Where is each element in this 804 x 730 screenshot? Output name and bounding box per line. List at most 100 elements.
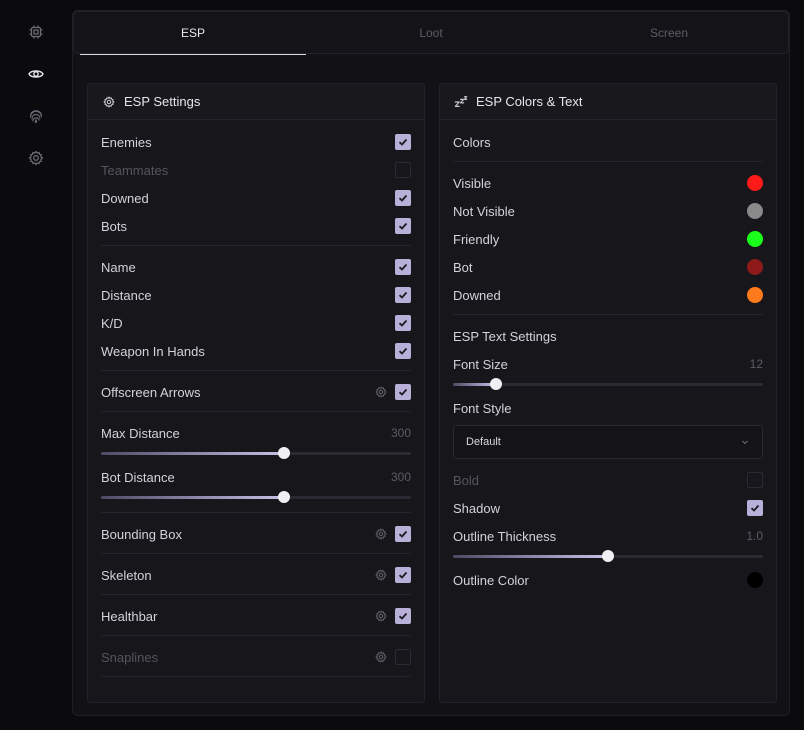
healthbar-checkbox[interactable] (395, 608, 411, 624)
healthbar-label: Healthbar (101, 608, 158, 624)
fingerprint-icon[interactable] (27, 107, 45, 125)
sidebar (0, 0, 72, 730)
panel-title: ESP Settings (124, 94, 201, 109)
bounding-box-label: Bounding Box (101, 526, 182, 542)
shadow-checkbox[interactable] (747, 500, 763, 516)
slider-thumb[interactable] (277, 447, 290, 459)
font-style-select[interactable]: Default (453, 425, 763, 459)
bot-color-row: Bot (453, 257, 763, 277)
tab-screen[interactable]: Screen (649, 26, 689, 40)
panel-title: ESP Colors & Text (476, 94, 583, 109)
downed-checkbox[interactable] (395, 190, 411, 206)
name-row: Name (101, 257, 411, 277)
divider (101, 370, 411, 371)
divider (101, 245, 411, 246)
name-checkbox[interactable] (395, 259, 411, 275)
font-size-row: Font Size 12 (453, 354, 763, 374)
esp-colors-panel: ESP Colors & Text Colors Visible Not Vis… (439, 83, 777, 703)
bounding-box-checkbox[interactable] (395, 526, 411, 542)
teammates-label: Teammates (101, 162, 169, 178)
offscreen-label: Offscreen Arrows (101, 384, 201, 400)
esp-settings-panel: ESP Settings Enemies Teammates Downed Bo… (87, 83, 425, 703)
bot-distance-slider[interactable] (101, 490, 411, 504)
visible-label: Visible (453, 175, 492, 191)
kd-label: K/D (101, 315, 123, 331)
outline-thickness-slider[interactable] (453, 549, 763, 563)
font-size-slider[interactable] (453, 377, 763, 391)
bot-color-swatch[interactable] (747, 259, 763, 275)
distance-row: Distance (101, 285, 411, 305)
distance-checkbox[interactable] (395, 287, 411, 303)
font-style-label: Font Style (453, 400, 512, 416)
bot-distance-value: 300 (390, 470, 411, 484)
kd-checkbox[interactable] (395, 315, 411, 331)
teammates-checkbox[interactable] (395, 162, 411, 178)
max-distance-slider[interactable] (101, 446, 411, 460)
snaplines-checkbox[interactable] (395, 649, 411, 665)
teammates-row: Teammates (101, 160, 411, 180)
downed-row: Downed (101, 188, 411, 208)
snaplines-label: Snaplines (101, 649, 159, 665)
offscreen-checkbox[interactable] (395, 384, 411, 400)
not-visible-color-swatch[interactable] (747, 203, 763, 219)
font-style-value: Default (466, 436, 501, 448)
slider-fill (101, 452, 284, 455)
slider-thumb[interactable] (602, 550, 614, 562)
distance-label: Distance (101, 287, 152, 303)
divider (101, 635, 411, 636)
eye-icon[interactable] (27, 65, 45, 83)
slider-track (453, 383, 763, 386)
slider-thumb[interactable] (277, 491, 290, 503)
chip-icon[interactable] (27, 23, 45, 41)
weapon-label: Weapon In Hands (101, 343, 205, 359)
divider (101, 512, 411, 513)
gear-icon[interactable] (375, 569, 387, 581)
divider (453, 161, 763, 162)
main-window: ESP Loot Screen ESP Settings Enemies Tea… (72, 10, 790, 716)
visible-color-swatch[interactable] (747, 175, 763, 191)
bot-label: Bot (453, 259, 473, 275)
offscreen-row: Offscreen Arrows (101, 382, 411, 402)
slider-fill (453, 383, 497, 386)
gear-icon[interactable] (27, 149, 45, 167)
slider-thumb[interactable] (490, 378, 503, 390)
gear-icon[interactable] (375, 610, 387, 622)
font-size-label: Font Size (453, 356, 508, 372)
outline-color-row: Outline Color (453, 570, 763, 590)
friendly-label: Friendly (453, 231, 500, 247)
gear-icon[interactable] (375, 386, 387, 398)
enemies-row: Enemies (101, 132, 411, 152)
outline-color-swatch[interactable] (747, 572, 763, 588)
divider (101, 411, 411, 412)
tab-bar: ESP Loot Screen (73, 11, 789, 55)
skeleton-checkbox[interactable] (395, 567, 411, 583)
bold-checkbox[interactable] (747, 472, 763, 488)
bots-row: Bots (101, 216, 411, 236)
tab-loot[interactable]: Loot (419, 26, 443, 40)
name-label: Name (101, 259, 136, 275)
gear-icon[interactable] (375, 528, 387, 540)
not-visible-color-row: Not Visible (453, 201, 763, 221)
downed-color-row: Downed (453, 285, 763, 305)
downed-label: Downed (101, 190, 149, 206)
gear-icon[interactable] (375, 651, 387, 663)
shadow-row: Shadow (453, 498, 763, 518)
outline-thickness-value: 1.0 (746, 529, 763, 543)
colors-heading: Colors (453, 134, 491, 150)
enemies-label: Enemies (101, 134, 152, 150)
max-distance-label: Max Distance (101, 425, 180, 441)
friendly-color-swatch[interactable] (747, 231, 763, 247)
divider (101, 594, 411, 595)
bounding-box-row: Bounding Box (101, 524, 411, 544)
tab-esp[interactable]: ESP (74, 12, 312, 55)
skeleton-row: Skeleton (101, 565, 411, 585)
enemies-checkbox[interactable] (395, 134, 411, 150)
gear-icon (102, 95, 116, 109)
weapon-checkbox[interactable] (395, 343, 411, 359)
downed-color-swatch[interactable] (747, 287, 763, 303)
visible-color-row: Visible (453, 173, 763, 193)
divider (101, 553, 411, 554)
bots-checkbox[interactable] (395, 218, 411, 234)
font-size-value: 12 (749, 357, 763, 371)
esp-colors-header: ESP Colors & Text (440, 84, 776, 120)
